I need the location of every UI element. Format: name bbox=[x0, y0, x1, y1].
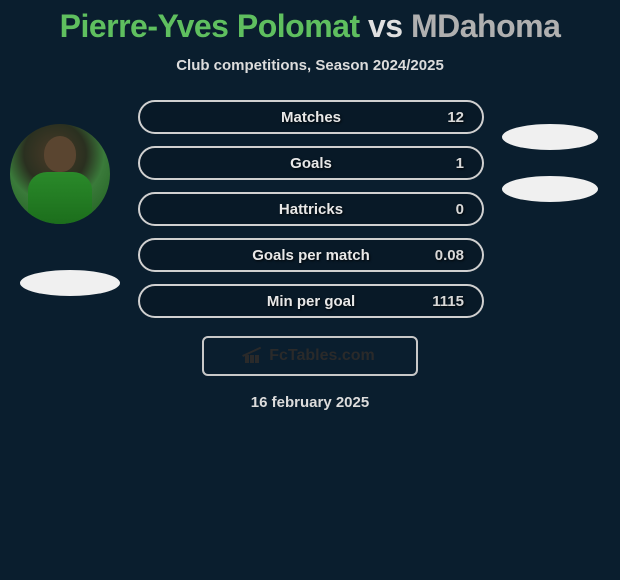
stat-value: 1115 bbox=[432, 293, 464, 310]
stat-value: 12 bbox=[447, 109, 464, 126]
player2-placeholder-ellipse-2 bbox=[502, 176, 598, 202]
date-label: 16 february 2025 bbox=[0, 394, 620, 411]
stat-label: Matches bbox=[158, 109, 464, 126]
stat-label: Hattricks bbox=[158, 201, 464, 218]
stat-label: Min per goal bbox=[158, 293, 464, 310]
stat-row-min-per-goal: Min per goal 1115 bbox=[138, 284, 484, 318]
comparison-title: Pierre-Yves Polomat vs MDahoma bbox=[0, 8, 620, 45]
stat-row-matches: Matches 12 bbox=[138, 100, 484, 134]
stat-value: 0.08 bbox=[435, 247, 464, 264]
stat-label: Goals per match bbox=[158, 247, 464, 264]
stat-row-goals-per-match: Goals per match 0.08 bbox=[138, 238, 484, 272]
stat-row-hattricks: Hattricks 0 bbox=[138, 192, 484, 226]
subtitle: Club competitions, Season 2024/2025 bbox=[0, 57, 620, 74]
brand-text: FcTables.com bbox=[269, 347, 375, 365]
vs-separator: vs bbox=[368, 8, 403, 44]
brand-badge[interactable]: FcTables.com bbox=[202, 336, 418, 376]
player1-avatar bbox=[10, 124, 110, 224]
player1-placeholder-ellipse bbox=[20, 270, 120, 296]
stats-table: Matches 12 Goals 1 Hattricks 0 Goals per… bbox=[138, 100, 484, 318]
stat-value: 1 bbox=[456, 155, 464, 172]
stat-row-goals: Goals 1 bbox=[138, 146, 484, 180]
stat-value: 0 bbox=[456, 201, 464, 218]
player2-name: MDahoma bbox=[411, 8, 560, 44]
player2-placeholder-ellipse-1 bbox=[502, 124, 598, 150]
comparison-card: Pierre-Yves Polomat vs MDahoma Club comp… bbox=[0, 0, 620, 411]
player1-name: Pierre-Yves Polomat bbox=[60, 8, 360, 44]
chart-icon bbox=[245, 349, 263, 363]
stat-label: Goals bbox=[158, 155, 464, 172]
